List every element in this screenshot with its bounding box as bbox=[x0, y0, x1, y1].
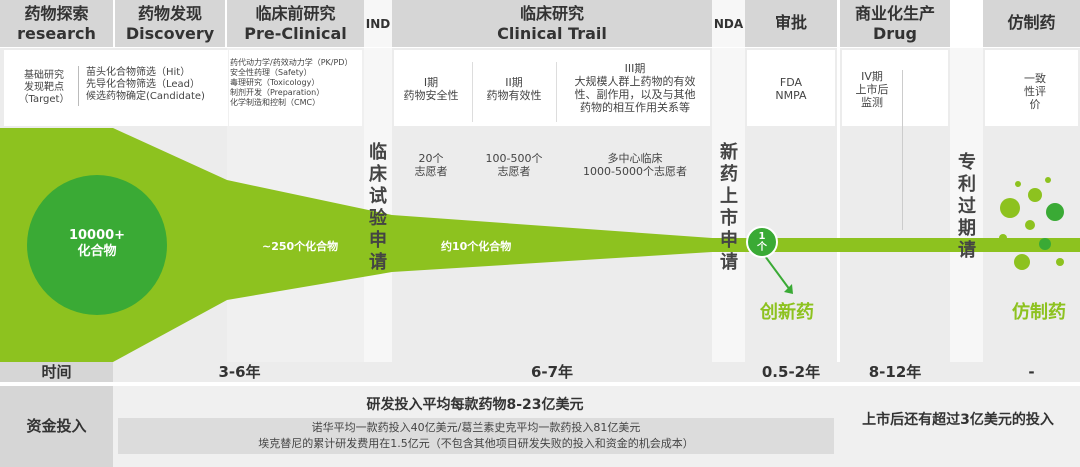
generic-dot bbox=[1014, 254, 1030, 270]
clinical-detail-box bbox=[394, 50, 710, 126]
clinical-count: 约10个化合物 bbox=[441, 240, 512, 253]
phase4-detail: IV期 上市后 监测 bbox=[855, 70, 889, 109]
discovery-detail-text: 苗头化合物筛选（Hit） 先导化合物筛选（Lead） 候选药物确定(Candidat… bbox=[86, 67, 205, 102]
clinical-divider-2 bbox=[556, 62, 557, 122]
header-generic: 仿制药 bbox=[983, 0, 1080, 47]
header-commercial: 商业化生产 Drug bbox=[840, 0, 950, 47]
phase1-volunteers: 20个 志愿者 bbox=[414, 152, 448, 178]
nda-vertical-label: 新药上市申请 bbox=[720, 142, 738, 273]
generic-dot bbox=[1000, 198, 1020, 218]
time-approval: 0.5-2年 bbox=[761, 363, 821, 381]
preclinical-detail-text: 药代动力学/药效动力学（PK/PD） 安全性药理（Safety） 毒理研究（Toxi… bbox=[230, 58, 353, 107]
investment-note-2: 埃克替尼的累计研发费用在1.5亿元（不包含其他项目研发失败的投入和资金的机会成本… bbox=[258, 437, 694, 450]
time-label: 时间 bbox=[0, 362, 113, 382]
research-detail-text: 基础研究 发现靶点 （Target） bbox=[18, 70, 70, 105]
approved-circle bbox=[746, 226, 778, 258]
generic-dot bbox=[1028, 188, 1042, 202]
header-research: 药物探索 research bbox=[0, 0, 113, 47]
time-clinical: 6-7年 bbox=[530, 363, 574, 381]
research-divider bbox=[78, 66, 79, 106]
generic-dot bbox=[1046, 203, 1064, 221]
time-generic: - bbox=[1028, 363, 1035, 381]
ind-vertical-label: 临床试验申请 bbox=[369, 142, 387, 273]
investment-notes: 诺华平均一款药投入40亿美元/葛兰素史克平均一款药投入81亿美元 埃克替尼的累计… bbox=[118, 418, 834, 454]
clinical-divider-1 bbox=[472, 62, 473, 122]
post-market-investment: 上市后还有超过3亿美元的投入 bbox=[862, 412, 1054, 428]
investment-label: 资金投入 bbox=[0, 386, 113, 467]
header-nda: NDA bbox=[712, 0, 745, 47]
preclinical-detail-box bbox=[229, 50, 362, 126]
header-ind: IND bbox=[364, 0, 392, 47]
phase3-detail: III期 大规模人群上药物的有效 性、副作用，以及与其他 药物的相互作用关系等 bbox=[574, 62, 696, 114]
arrow-line bbox=[761, 251, 791, 291]
approval-detail-box bbox=[747, 50, 835, 126]
generic-dot bbox=[1045, 177, 1051, 183]
funnel-shape bbox=[0, 128, 1080, 362]
compounds-circle bbox=[27, 175, 167, 315]
investment-headline: 研发投入平均每款药物8-23亿美元 bbox=[366, 397, 584, 413]
patent-vertical-label: 专利过期请 bbox=[958, 152, 976, 261]
preclinical-count: ~250个化合物 bbox=[262, 240, 339, 253]
arrow-head bbox=[784, 284, 793, 294]
header-approval: 审批 bbox=[745, 0, 837, 47]
header-clinical: 临床研究 Clinical Trail bbox=[392, 0, 712, 47]
compounds-label: 10000+ 化合物 bbox=[68, 228, 126, 259]
header-discovery: 药物发现 Discovery bbox=[115, 0, 225, 47]
commercial-divider bbox=[902, 70, 903, 230]
phase2-volunteers: 100-500个 志愿者 bbox=[485, 152, 543, 178]
generic-dot bbox=[1025, 220, 1035, 230]
generic-dot bbox=[1056, 258, 1064, 266]
time-commercial: 8-12年 bbox=[868, 363, 922, 381]
header-preclinical: 临床前研究 Pre-Clinical bbox=[227, 0, 364, 47]
approval-detail-text: FDA NMPA bbox=[775, 76, 807, 102]
phase1-detail: I期 药物安全性 bbox=[403, 76, 459, 102]
generic-dot bbox=[999, 234, 1007, 242]
panel-nda bbox=[712, 48, 745, 362]
commercial-detail-box bbox=[842, 50, 948, 126]
generic-detail-box bbox=[985, 50, 1078, 126]
panel-patent bbox=[950, 48, 983, 362]
phase2-detail: II期 药物有效性 bbox=[486, 76, 542, 102]
generic-detail-text: 一致 性评价 bbox=[1024, 72, 1046, 111]
panel-ind bbox=[364, 48, 392, 362]
generic-dot bbox=[1039, 238, 1051, 250]
time-discovery: 3-6年 bbox=[218, 363, 261, 381]
phase3-volunteers: 多中心临床 1000-5000个志愿者 bbox=[583, 152, 687, 178]
time-row-bg bbox=[0, 362, 1080, 382]
generic-drug-label: 仿制药 bbox=[1012, 302, 1066, 323]
research-detail bbox=[4, 50, 228, 126]
generic-dot bbox=[1015, 181, 1021, 187]
investment-note-1: 诺华平均一款药投入40亿美元/葛兰素史克平均一款药投入81亿美元 bbox=[311, 421, 641, 434]
innovative-drug-label: 创新药 bbox=[760, 302, 814, 323]
